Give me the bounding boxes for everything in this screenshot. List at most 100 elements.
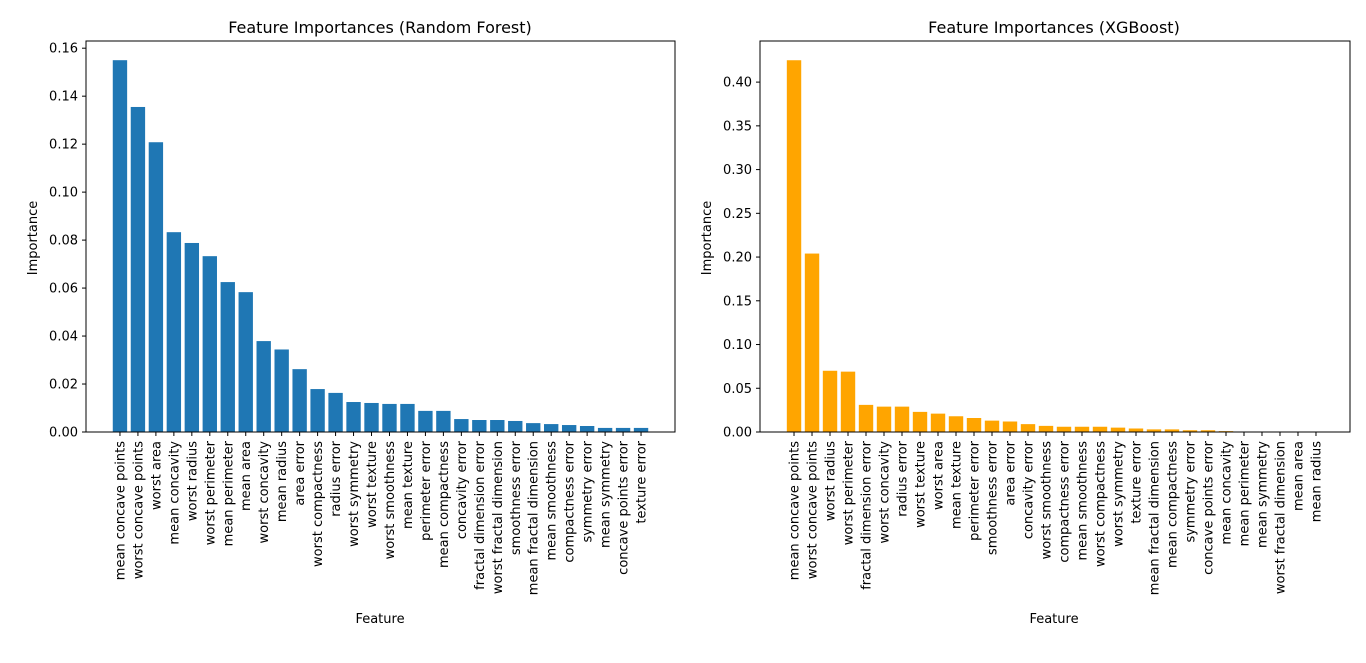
x-tick-label: mean texture	[950, 441, 965, 529]
x-tick-label: worst smoothness	[383, 441, 398, 560]
x-tick-label: worst concave points	[806, 441, 821, 579]
x-tick-label: worst fractal dimension	[491, 441, 506, 594]
x-tick-label: mean compactness	[1165, 441, 1180, 568]
x-tick-label: mean symmetry	[1255, 441, 1270, 548]
bar	[364, 402, 379, 432]
y-tick-label: 0.15	[723, 294, 752, 309]
y-tick-label: 0.00	[49, 426, 78, 441]
y-tick-label: 0.02	[49, 378, 78, 393]
x-tick-label: worst area	[149, 441, 164, 510]
bar	[1092, 426, 1108, 432]
bar	[454, 419, 469, 432]
bar	[633, 427, 649, 432]
chart-title: Feature Importances (XGBoost)	[928, 18, 1180, 37]
y-tick-label: 0.40	[723, 76, 752, 91]
bar	[382, 403, 397, 432]
bar	[292, 369, 307, 432]
x-tick-label: radius error	[896, 440, 911, 516]
y-tick-label: 0.14	[49, 90, 78, 105]
y-tick-label: 0.16	[49, 42, 78, 57]
bar	[579, 426, 595, 432]
bar	[966, 418, 982, 432]
bar	[544, 424, 559, 432]
x-tick-label: symmetry error	[581, 440, 596, 542]
bar	[400, 403, 415, 432]
bar	[508, 420, 523, 432]
bar	[418, 410, 433, 432]
bar	[112, 60, 128, 432]
bar	[804, 253, 820, 432]
bar	[858, 404, 874, 432]
bar	[930, 413, 946, 432]
bar	[274, 349, 289, 432]
bar	[561, 425, 577, 432]
x-axis-label: Feature	[355, 612, 404, 627]
x-tick-label: worst fractal dimension	[1273, 441, 1288, 594]
bar	[1146, 429, 1162, 432]
x-tick-label: mean concave points	[788, 441, 803, 580]
x-tick-label: concave points error	[617, 440, 632, 574]
x-tick-label: worst perimeter	[842, 440, 857, 545]
x-tick-label: mean smoothness	[545, 441, 560, 561]
bar	[894, 406, 910, 432]
x-axis-ticks: mean concave points worst concave points w…	[113, 432, 650, 595]
x-tick-label: smoothness error	[986, 440, 1001, 555]
x-tick-label: mean compactness	[437, 441, 452, 568]
x-tick-label: concavity error	[455, 440, 470, 539]
x-tick-label: worst radius	[824, 441, 839, 521]
x-tick-label: mean smoothness	[1076, 441, 1091, 561]
x-tick-label: perimeter error	[968, 440, 983, 541]
x-tick-label: mean concave points	[113, 441, 128, 580]
y-tick-label: 0.25	[723, 207, 752, 222]
bar	[1164, 429, 1180, 432]
x-tick-label: mean symmetry	[599, 441, 614, 548]
bar	[220, 282, 235, 432]
x-tick-label: area error	[1004, 440, 1019, 505]
bar	[840, 371, 856, 432]
bar	[615, 427, 631, 432]
y-tick-label: 0.08	[49, 234, 78, 249]
bar	[1074, 426, 1090, 432]
x-tick-label: concave points error	[1201, 440, 1216, 574]
bar	[328, 392, 343, 432]
bar	[130, 106, 146, 432]
x-tick-label: mean texture	[401, 441, 416, 529]
x-tick-label: texture error	[1129, 440, 1144, 523]
x-tick-label: mean radius	[275, 441, 290, 522]
bar	[1002, 421, 1018, 432]
bar	[436, 410, 451, 432]
x-tick-label: worst concave points	[131, 441, 146, 579]
x-tick-label: mean radius	[1309, 441, 1324, 522]
x-tick-label: mean area	[239, 441, 254, 511]
bar	[346, 402, 361, 432]
x-axis-label: Feature	[1029, 612, 1078, 627]
chart-xgboost: Feature Importances (XGBoost) Feature Im…	[700, 18, 1351, 627]
bar	[1110, 427, 1126, 432]
bar	[202, 256, 217, 432]
bar	[1182, 430, 1198, 432]
y-tick-label: 0.20	[723, 251, 752, 266]
x-tick-label: worst perimeter	[203, 440, 218, 545]
bar	[310, 389, 325, 432]
x-tick-label: radius error	[329, 440, 344, 516]
bar	[597, 427, 613, 432]
x-tick-label: worst compactness	[311, 441, 326, 567]
x-tick-label: area error	[293, 440, 308, 505]
x-tick-label: worst smoothness	[1040, 441, 1055, 560]
chart-title: Feature Importances (Random Forest)	[228, 18, 532, 37]
x-tick-label: worst texture	[914, 441, 929, 528]
y-axis-label: Importance	[26, 201, 41, 276]
x-tick-label: mean perimeter	[1237, 440, 1252, 546]
y-tick-label: 0.10	[723, 338, 752, 353]
y-tick-label: 0.12	[49, 138, 78, 153]
bar	[1056, 426, 1072, 432]
bar	[876, 406, 892, 432]
y-tick-label: 0.05	[723, 382, 752, 397]
y-tick-label: 0.35	[723, 119, 752, 134]
x-tick-label: worst symmetry	[347, 441, 362, 547]
x-tick-label: worst area	[932, 441, 947, 510]
bar	[912, 411, 928, 432]
x-tick-label: smoothness error	[509, 440, 524, 555]
bar	[184, 242, 200, 432]
